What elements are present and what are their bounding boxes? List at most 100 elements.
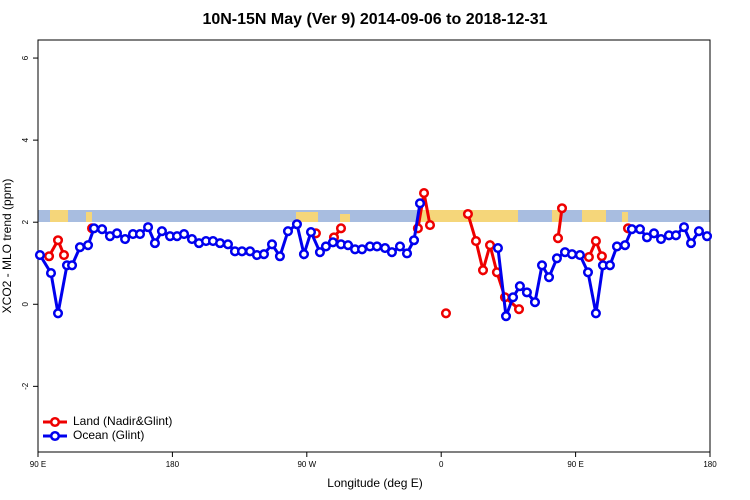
x-axis-label: Longitude (deg E) — [327, 476, 422, 490]
y-tick-label: 0 — [21, 301, 30, 306]
data-point — [45, 268, 57, 279]
data-point — [604, 260, 615, 271]
y-axis-label: XCO2 - MLO trend (ppm) — [0, 179, 14, 314]
data-point — [477, 265, 489, 276]
data-point — [685, 238, 697, 249]
plot-frame — [37, 39, 711, 453]
data-point — [424, 220, 436, 231]
data-point — [335, 223, 347, 234]
data-point — [236, 246, 248, 257]
y-tick-label: 2 — [21, 219, 30, 224]
data-point — [626, 224, 637, 235]
data-point — [648, 228, 660, 239]
data-point — [134, 229, 146, 240]
data-point — [88, 223, 100, 234]
data-point — [536, 260, 548, 271]
data-point — [371, 241, 383, 252]
data-point — [74, 242, 86, 253]
data-point — [701, 231, 713, 242]
data-point — [156, 226, 167, 237]
data-point — [34, 249, 45, 261]
data-point — [143, 222, 154, 233]
data-point — [574, 249, 585, 261]
x-tick-label: 90 E — [567, 460, 583, 469]
y-tick-label: -2 — [21, 382, 30, 390]
data-point — [327, 237, 338, 248]
data-point — [186, 233, 198, 245]
data-point — [583, 252, 594, 263]
x-tick-label: 180 — [166, 460, 180, 469]
x-tick-label: 180 — [703, 460, 717, 469]
data-point — [149, 238, 160, 249]
data-point — [266, 239, 278, 250]
data-point — [282, 226, 294, 237]
data-point — [484, 240, 496, 251]
data-point — [291, 219, 302, 230]
data-point — [314, 247, 325, 258]
data-point — [401, 248, 413, 259]
data-point — [500, 311, 512, 322]
data-point — [556, 203, 568, 214]
data-point — [66, 260, 78, 271]
legend-marker — [49, 430, 61, 442]
data-point — [357, 244, 368, 255]
data-point — [274, 251, 285, 262]
data-point — [521, 287, 532, 298]
series-line — [496, 224, 708, 317]
data-point — [52, 235, 64, 246]
data-point — [678, 222, 690, 233]
data-point — [305, 226, 317, 238]
legend-label: Land (Nadir&Glint) — [73, 414, 172, 428]
x-tick-label: 0 — [439, 460, 444, 469]
data-point — [641, 232, 653, 243]
legend-marker — [49, 416, 61, 428]
land-strip — [38, 210, 710, 222]
data-point — [298, 249, 310, 260]
data-point — [551, 253, 562, 264]
data-point — [44, 251, 55, 262]
data-point — [566, 249, 578, 260]
data-point — [52, 308, 64, 319]
y-tick-label: 6 — [21, 55, 30, 60]
data-point — [596, 251, 607, 262]
x-tick-label: 90 W — [297, 460, 316, 469]
data-point — [582, 267, 594, 278]
data-point — [320, 241, 331, 252]
data-point — [440, 308, 452, 319]
data-point — [590, 308, 601, 319]
data-point — [214, 238, 226, 249]
data-point — [619, 240, 631, 251]
data-point — [634, 224, 646, 235]
data-point — [386, 247, 397, 258]
data-point — [418, 188, 430, 199]
data-point — [590, 236, 601, 247]
data-point — [529, 297, 541, 308]
data-point — [394, 241, 406, 252]
data-point — [462, 208, 473, 220]
data-point — [655, 233, 667, 245]
data-point — [408, 235, 420, 246]
data-point — [693, 226, 704, 237]
data-point — [342, 240, 354, 251]
data-point — [552, 233, 564, 244]
data-point — [258, 249, 269, 260]
data-point — [492, 243, 503, 254]
legend-label: Ocean (Glint) — [73, 428, 144, 442]
data-point — [178, 229, 190, 240]
data-point — [470, 236, 482, 247]
data-point — [513, 304, 525, 315]
data-point — [97, 224, 108, 235]
data-point — [514, 281, 525, 292]
chart-title: 10N-15N May (Ver 9) 2014-09-06 to 2018-1… — [202, 11, 547, 28]
data-point — [611, 241, 623, 252]
y-tick-label: 4 — [21, 137, 30, 142]
x-tick-label: 90 E — [30, 460, 46, 469]
data-point — [222, 239, 234, 250]
data-point — [380, 243, 391, 254]
data-point — [414, 198, 426, 209]
data-point — [543, 272, 555, 283]
data-point — [111, 228, 123, 239]
data-point — [58, 249, 70, 261]
data-point — [670, 230, 682, 241]
